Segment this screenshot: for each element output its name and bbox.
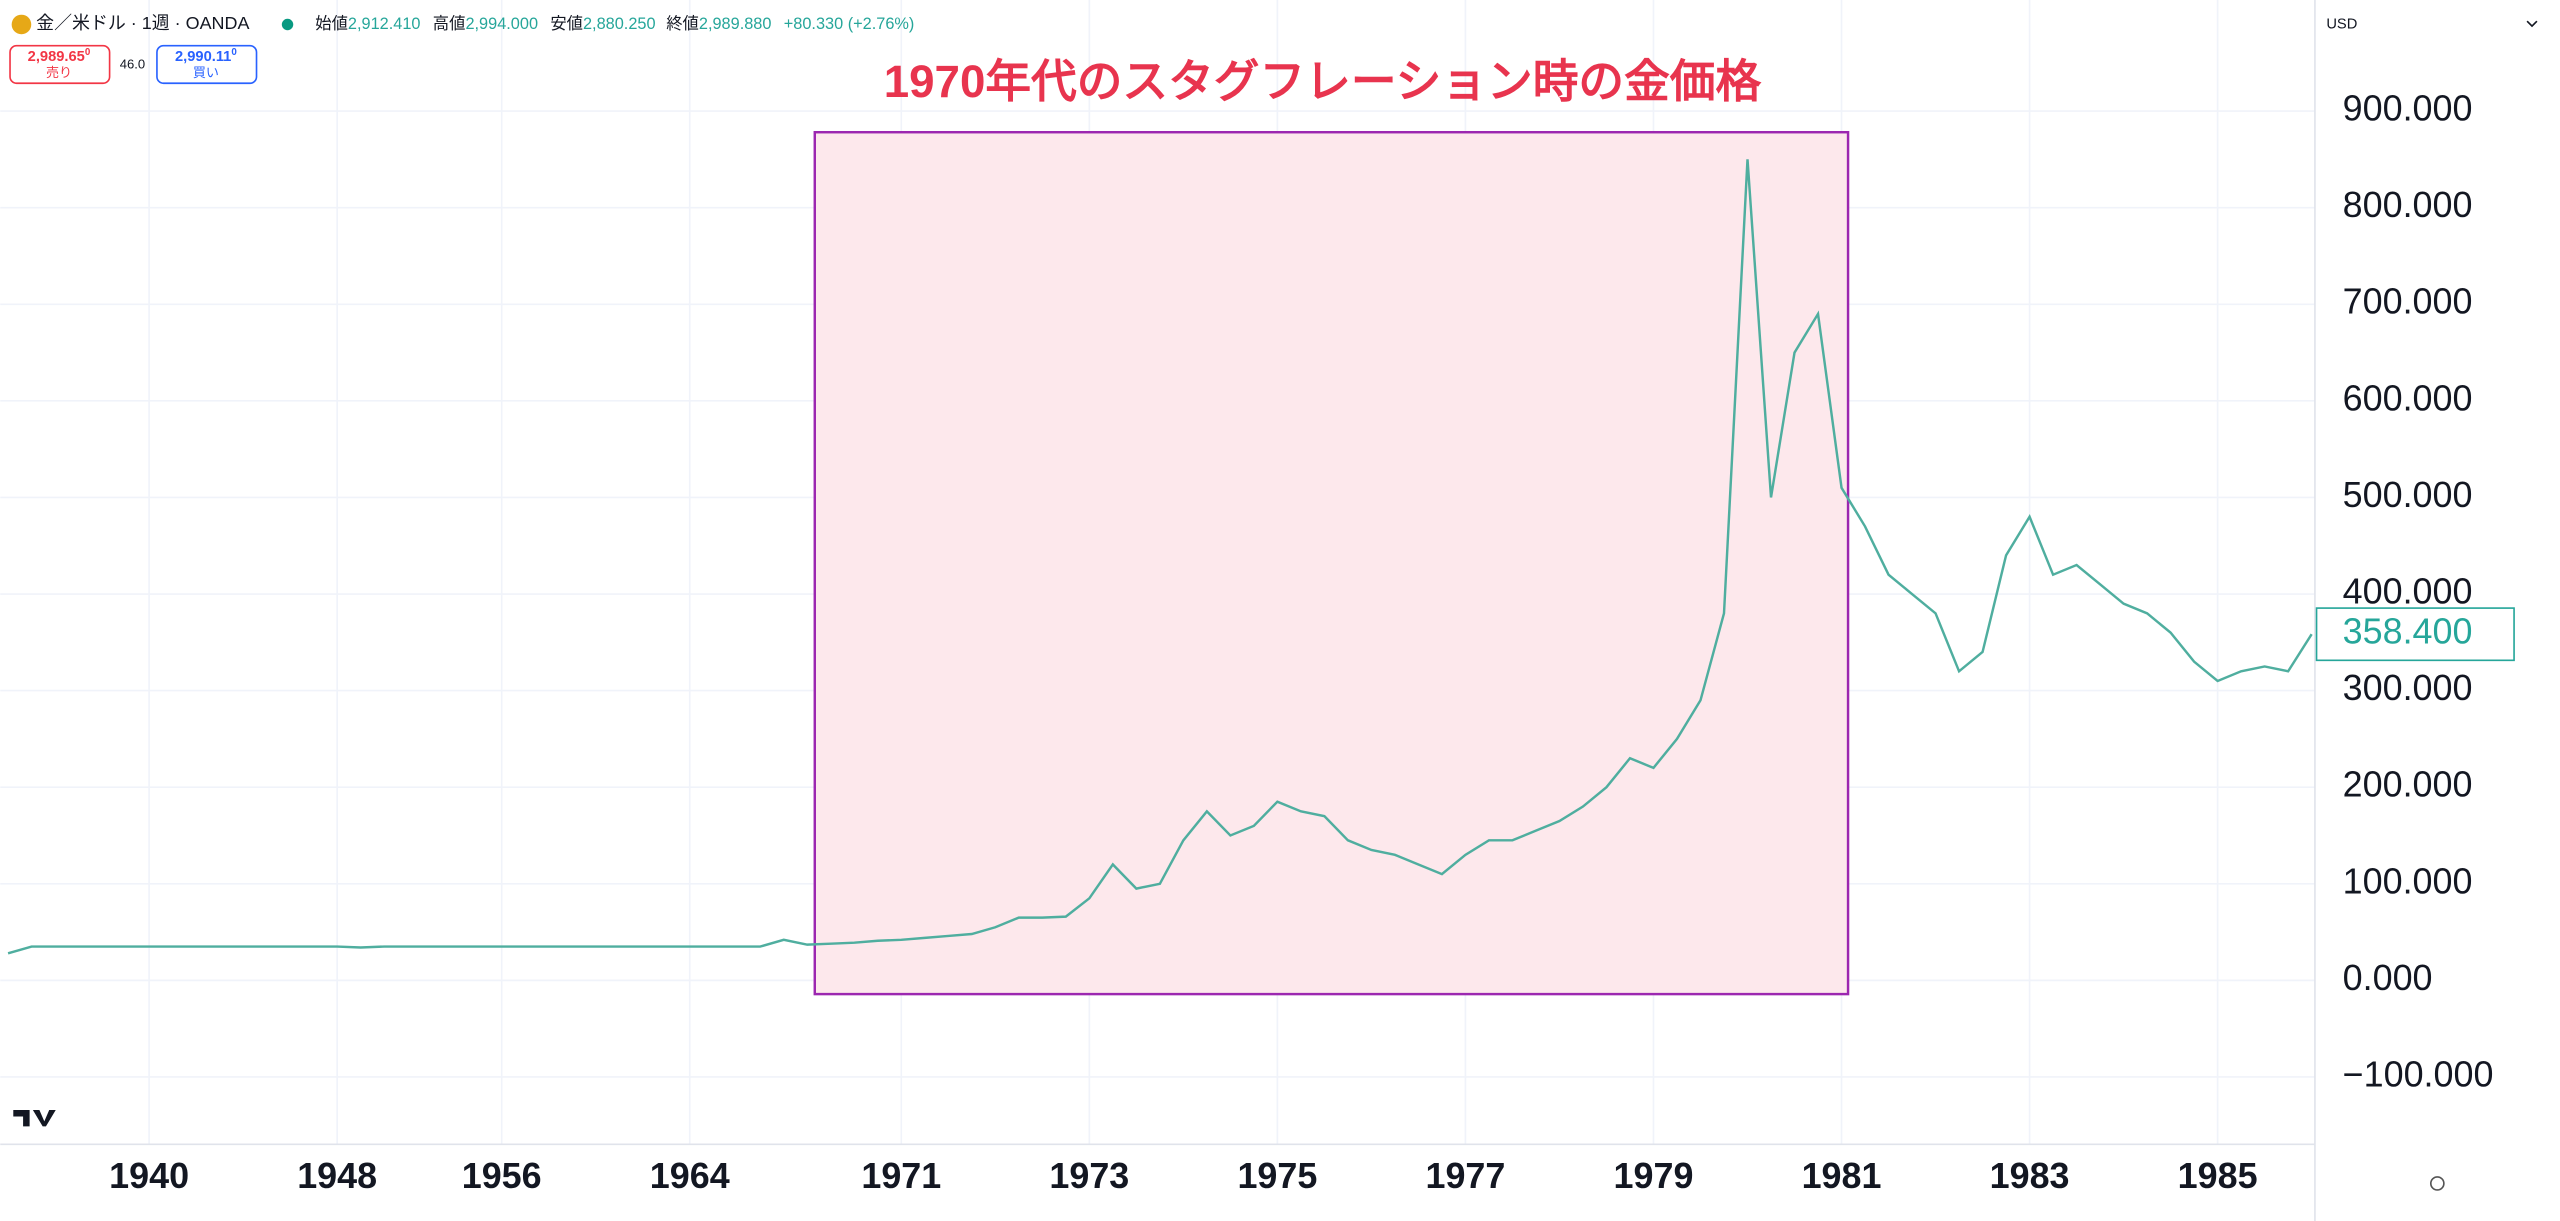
buy-price-sup: 0	[231, 47, 237, 58]
highlight-box	[813, 130, 1850, 996]
low: 2,880.250	[583, 15, 656, 33]
sell-price-sup: 0	[85, 47, 91, 58]
currency-dropdown[interactable]	[2318, 6, 2554, 40]
x-tick-label: 1979	[1614, 1155, 1694, 1196]
y-tick-label: 0.000	[2343, 957, 2433, 998]
symbol[interactable]: 金／米ドル · 1週 · OANDA	[36, 13, 249, 33]
x-tick-label: 1983	[1990, 1155, 2070, 1196]
plot	[7, 159, 2313, 955]
x-tick-label: 1940	[109, 1155, 189, 1196]
high: 2,994.000	[465, 15, 538, 33]
spread: 46.0	[120, 57, 145, 72]
symbol-icon	[11, 14, 32, 35]
x-tick-label: 1977	[1425, 1155, 1505, 1196]
settings-icon[interactable]	[2429, 1176, 2445, 1191]
open: 2,912.410	[348, 15, 421, 33]
x-tick-label: 1971	[861, 1155, 941, 1196]
y-tick-label: 600.000	[2343, 377, 2473, 418]
buy-button[interactable]	[156, 44, 258, 85]
open-label: 始値	[315, 15, 348, 33]
close: 2,989.880	[699, 15, 772, 33]
x-tick-label: 1948	[297, 1155, 377, 1196]
y-tick-label: 800.000	[2343, 184, 2473, 225]
y-tick-label: 100.000	[2343, 860, 2473, 901]
y-tick-label: 400.000	[2343, 571, 2473, 612]
last-price-box	[2315, 607, 2515, 662]
x-tick-label: 1964	[650, 1155, 730, 1196]
x-tick-label: 1981	[1802, 1155, 1882, 1196]
sell-price-main: 2,989.65	[28, 49, 85, 65]
x-tick-label: 1985	[2178, 1155, 2258, 1196]
price-line	[7, 159, 2313, 955]
buy-label: 買い	[193, 65, 219, 80]
close-label: 終値	[666, 15, 699, 33]
y-tick-label: 900.000	[2343, 88, 2473, 129]
logo	[13, 1110, 56, 1127]
dropdown-caret	[2526, 20, 2538, 28]
last-price-label: 358.400	[2343, 611, 2473, 652]
annotation-title: 1970年代のスタグフレーション時の金価格	[884, 56, 1762, 107]
sell-price[interactable]: 2,989.650	[28, 47, 91, 65]
low-label: 安値	[550, 15, 583, 33]
y-tick-label: 700.000	[2343, 281, 2473, 322]
sell-label: 売り	[46, 65, 72, 80]
buy-price-main: 2,990.11	[175, 49, 231, 65]
x-tick-label: 1975	[1237, 1155, 1317, 1196]
x-tick-label: 1956	[462, 1155, 542, 1196]
currency[interactable]: USD	[2326, 16, 2357, 32]
high-label: 高値	[433, 15, 466, 33]
y-tick-label: 200.000	[2343, 764, 2473, 805]
y-tick-label: −100.000	[2343, 1053, 2494, 1094]
y-tick-label: 300.000	[2343, 667, 2473, 708]
sell-button[interactable]	[9, 44, 111, 85]
x-tick-label: 1973	[1049, 1155, 1129, 1196]
status-dot	[281, 18, 294, 31]
buy-price[interactable]: 2,990.110	[175, 47, 237, 65]
y-tick-label: 500.000	[2343, 474, 2473, 515]
change: +80.330 (+2.76%)	[784, 15, 915, 33]
